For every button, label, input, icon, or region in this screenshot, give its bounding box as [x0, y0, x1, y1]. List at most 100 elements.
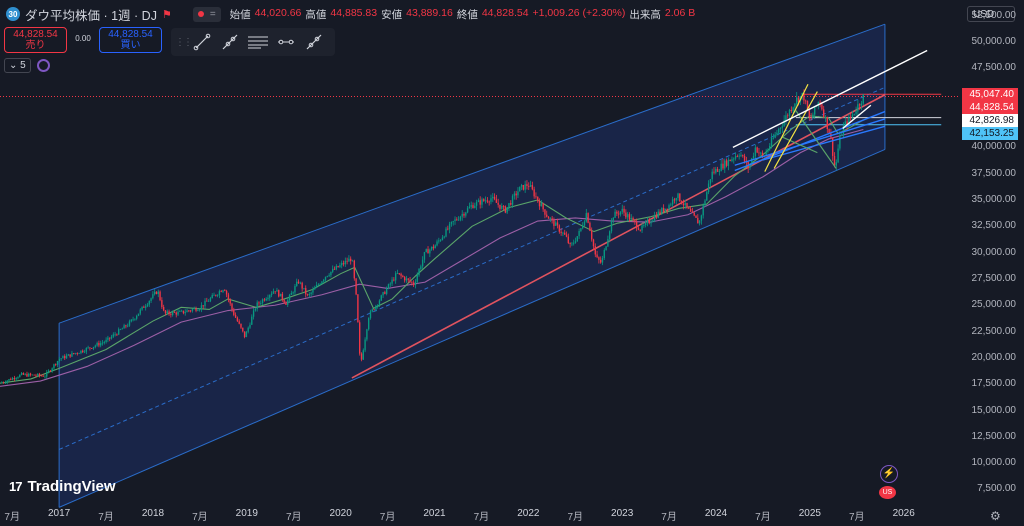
flag-icon[interactable]: ⚑ [161, 8, 172, 21]
month-tick-label: 7月 [473, 512, 490, 523]
candle-body [157, 291, 159, 294]
candle-body [141, 306, 143, 310]
candle-body [634, 219, 636, 222]
candle-body [770, 138, 773, 146]
candle-body [616, 211, 618, 214]
candle-body [456, 219, 458, 221]
symbol-title[interactable]: ダウ平均株価 · 1週 · DJ [25, 8, 157, 23]
candle-body [484, 200, 487, 202]
candle-body [35, 375, 37, 377]
indicators-toggle-button[interactable]: ⌄ 5 [4, 58, 31, 73]
white-trendline-0 [732, 49, 928, 148]
candle-body [796, 97, 798, 104]
buy-button[interactable]: 44,828.54 買い [99, 27, 162, 53]
candle-body [254, 308, 257, 311]
candle-body [430, 246, 433, 250]
candle-body [679, 193, 681, 202]
price-tick-label: 22,500.00 [971, 325, 1017, 337]
candle-body [675, 198, 677, 201]
candle-body [170, 314, 172, 315]
candle-body [321, 281, 323, 285]
candle-body [502, 205, 505, 207]
candle-body [143, 306, 145, 308]
candle-body [33, 374, 35, 376]
candle-body [592, 239, 595, 247]
candle-body [734, 156, 737, 159]
candle-body [438, 240, 440, 242]
candle-body [301, 282, 303, 289]
candle-body [159, 291, 161, 301]
candle-body [8, 379, 10, 381]
candle-body [529, 185, 532, 187]
candle-body [420, 266, 422, 269]
candle-body [179, 311, 181, 312]
candle-body [17, 377, 19, 379]
candle-body [778, 128, 780, 133]
candle-body [677, 193, 679, 199]
candle-body [216, 295, 219, 296]
market-status-pill[interactable]: = [192, 6, 221, 22]
candle-body [10, 379, 12, 380]
candle-body [790, 109, 793, 112]
ray-tool-icon[interactable] [219, 31, 241, 53]
candle-body [448, 223, 451, 230]
green-trendline-0 [781, 136, 818, 154]
candle-body [184, 312, 186, 314]
gear-icon[interactable]: ⚙ [990, 509, 1001, 523]
candle-body [98, 343, 100, 346]
candle-body [562, 232, 564, 234]
candle-body [31, 374, 34, 376]
candle-body [623, 208, 625, 213]
candle-body [73, 353, 75, 354]
candle-body [175, 312, 177, 315]
channel-upper-line [58, 23, 886, 324]
lightning-icon[interactable]: ⚡ [880, 465, 898, 483]
extended-line-tool-icon[interactable] [303, 31, 325, 53]
candle-body [188, 310, 190, 312]
candle-body [53, 364, 55, 369]
drag-handle-icon[interactable]: ⋮⋮ [175, 36, 193, 48]
candle-body [765, 151, 767, 156]
candle-body [276, 290, 278, 292]
candle-body [234, 314, 237, 318]
candle-body [173, 312, 176, 313]
candle-body [258, 302, 260, 304]
candle-body [418, 268, 420, 276]
candle-body [481, 199, 483, 205]
candle-body [353, 260, 355, 279]
candle-body [148, 300, 150, 305]
candle-body [531, 185, 534, 190]
candle-body [398, 273, 400, 274]
candle-body [333, 268, 336, 270]
candle-body [182, 310, 185, 314]
candle-body [601, 257, 604, 263]
candle-body [402, 275, 404, 278]
sell-button[interactable]: 44,828.54 売り [4, 27, 67, 53]
candle-body [486, 200, 489, 202]
us-flag-icon[interactable]: US [879, 486, 896, 499]
candle-body [279, 293, 282, 297]
candle-body [715, 168, 717, 173]
candle-body [393, 279, 395, 281]
candle-body [180, 310, 183, 312]
candle-body [540, 203, 543, 207]
candle-body [439, 239, 442, 241]
candle-body [249, 324, 251, 328]
candle-body [357, 294, 359, 323]
candle-body [218, 291, 221, 296]
trend-line-tool-icon[interactable] [191, 31, 213, 53]
candle-body [463, 213, 465, 216]
candle-body [222, 290, 224, 292]
currency-selector[interactable]: USD [967, 6, 1015, 22]
candle-body [128, 321, 131, 326]
candle-body [40, 375, 43, 377]
candle-body [839, 135, 841, 149]
candle-body [853, 113, 855, 115]
parallel-channel-tool-icon[interactable] [247, 31, 269, 53]
candle-body [803, 92, 805, 101]
horizontal-segment-tool-icon[interactable] [275, 31, 297, 53]
candle-body [576, 236, 579, 242]
candle-body [126, 325, 129, 327]
candle-body [292, 292, 294, 294]
